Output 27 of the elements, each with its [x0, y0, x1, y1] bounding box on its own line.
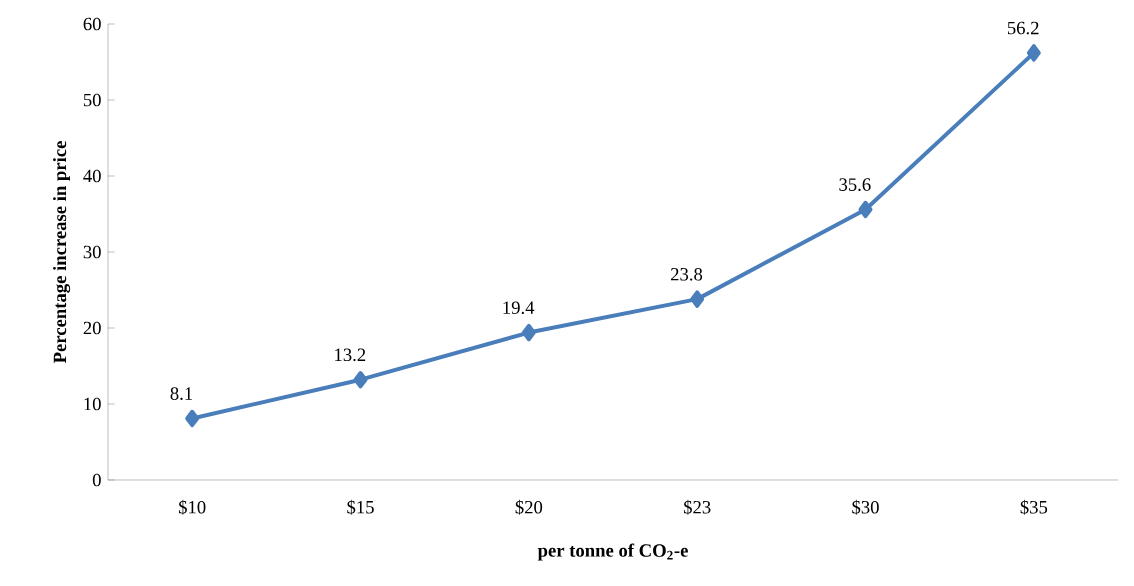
y-tick-label: 20 — [83, 321, 101, 335]
data-label: 8.1 — [170, 387, 193, 400]
y-axis-title: Percentage increase in price — [53, 141, 71, 364]
y-tick-label: 40 — [83, 169, 101, 183]
point — [521, 323, 536, 342]
point — [858, 200, 873, 219]
data-label: 23.8 — [670, 267, 703, 281]
data-label: 13.2 — [335, 348, 366, 362]
point — [353, 371, 368, 389]
x-tick-label: $20 — [515, 499, 543, 515]
point — [185, 409, 200, 428]
data-label: 56.2 — [1007, 21, 1039, 35]
x-tick-label: $10 — [178, 499, 206, 515]
y-tick-label: 30 — [83, 245, 101, 259]
point — [690, 290, 705, 308]
y-tick-label: 60 — [83, 17, 101, 31]
point — [1026, 44, 1041, 62]
data-label: 35.6 — [839, 178, 871, 191]
y-tick-label: 0 — [92, 473, 101, 487]
y-tick-label: 10 — [84, 397, 101, 411]
data-label: 19.4 — [503, 301, 535, 315]
x-tick-label: $15 — [347, 499, 374, 515]
x-axis-title: per tonne of CO$_{2}$-e — [537, 543, 688, 561]
x-tick-label: $30 — [852, 499, 879, 515]
x-tick-label: $35 — [1020, 499, 1048, 515]
x-tick-label: $23 — [683, 499, 711, 515]
y-tick-label: 50 — [83, 93, 101, 107]
